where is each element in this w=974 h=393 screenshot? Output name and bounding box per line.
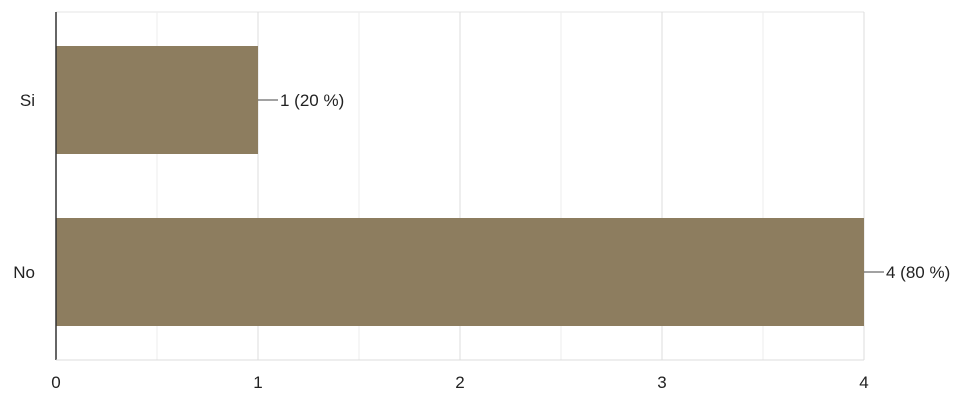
axes [55,12,864,361]
bars [56,46,864,326]
x-tick-label: 1 [253,373,262,392]
data-label: 1 (20 %) [280,91,344,110]
bar-si [56,46,258,154]
data-label: 4 (80 %) [886,263,950,282]
x-tick-label: 4 [859,373,868,392]
x-tick-label: 0 [51,373,60,392]
x-tick-label: 2 [455,373,464,392]
bar-no [56,218,864,326]
category-label: Si [20,91,35,110]
x-tick-label: 3 [657,373,666,392]
category-labels: Si No [13,91,35,282]
category-label: No [13,263,35,282]
data-labels: 1 (20 %) 4 (80 %) [258,91,950,282]
x-tick-labels: 0 1 2 3 4 [51,373,868,392]
